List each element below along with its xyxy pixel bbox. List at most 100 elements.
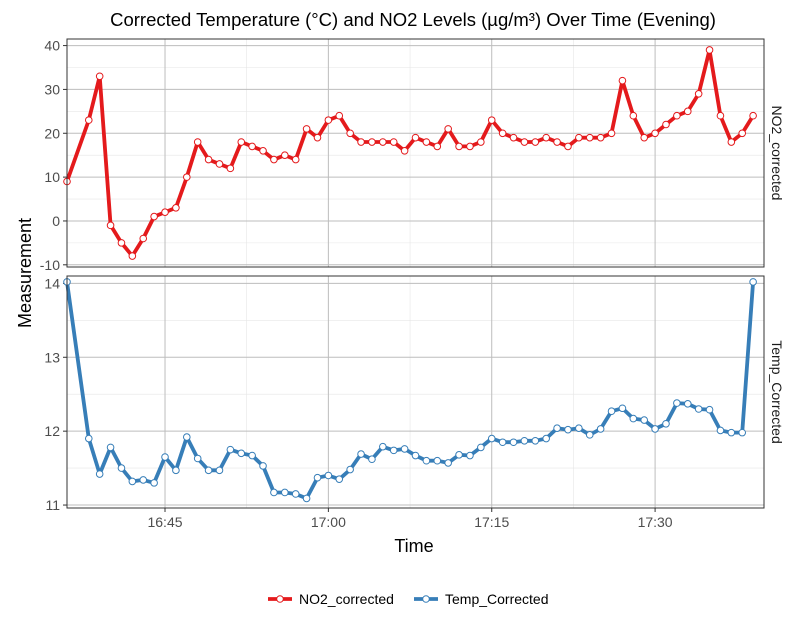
data-point <box>411 133 420 142</box>
data-point <box>346 129 354 138</box>
data-point <box>95 470 104 478</box>
panel-border <box>66 38 765 268</box>
panel-series <box>63 46 757 260</box>
y-tick-label: 12 <box>44 423 60 439</box>
data-point <box>564 425 572 434</box>
data-point <box>172 204 180 212</box>
y-tick-label: 20 <box>44 125 60 141</box>
data-point <box>640 133 649 142</box>
data-point <box>302 494 311 503</box>
data-point <box>84 116 93 124</box>
data-point <box>389 138 398 146</box>
data-point <box>498 129 507 138</box>
data-point <box>139 234 148 243</box>
data-point <box>270 488 278 497</box>
data-point <box>193 138 202 146</box>
panel-border <box>66 275 765 509</box>
y-tick-label: 13 <box>44 349 60 365</box>
data-point <box>596 425 605 433</box>
data-point <box>324 116 333 124</box>
data-point <box>716 426 725 435</box>
data-point <box>607 129 616 138</box>
data-point <box>422 456 431 465</box>
data-point <box>357 138 365 146</box>
data-point <box>248 142 256 151</box>
data-point <box>553 138 561 146</box>
panel-temp-corrected: 11 12 13 14 Temp_Corrected <box>44 275 785 513</box>
data-point <box>128 477 137 486</box>
y-axis-title: Measurement <box>15 218 35 328</box>
data-point <box>509 133 518 142</box>
x-tick-label: 17:00 <box>311 514 346 530</box>
data-point <box>106 221 115 230</box>
data-point <box>237 138 246 146</box>
data-point <box>466 451 474 460</box>
data-point <box>226 445 235 454</box>
x-axis-title: Time <box>394 536 433 556</box>
y-tick-label: 40 <box>44 38 60 54</box>
data-point <box>673 399 681 407</box>
data-point <box>683 400 692 408</box>
data-point <box>531 138 540 146</box>
data-point <box>204 466 213 475</box>
data-point <box>487 116 496 124</box>
data-point <box>629 414 638 423</box>
data-point <box>313 133 322 142</box>
data-point <box>259 462 267 470</box>
x-tick-label: 17:30 <box>638 514 673 530</box>
data-point <box>281 151 289 159</box>
data-point <box>237 449 246 458</box>
legend-key-point <box>276 595 284 603</box>
data-point <box>618 76 627 85</box>
data-point <box>444 125 452 133</box>
data-point <box>749 111 757 120</box>
data-point <box>291 155 300 164</box>
data-point <box>553 424 561 433</box>
data-point <box>291 490 300 498</box>
y-tick-label: 14 <box>44 275 60 291</box>
data-point <box>106 443 115 452</box>
x-tick-label: 17:15 <box>474 514 509 530</box>
data-point <box>161 208 169 216</box>
data-point <box>389 446 398 455</box>
data-point <box>520 138 529 146</box>
data-point <box>422 138 431 146</box>
y-tick-label: -10 <box>40 257 60 273</box>
data-point <box>379 138 387 146</box>
data-point <box>139 476 148 484</box>
data-point <box>575 133 583 142</box>
data-point <box>182 173 191 181</box>
panel-y-ticks: -10 0 10 20 30 40 <box>40 38 67 273</box>
data-point <box>302 125 311 133</box>
data-point <box>335 111 344 120</box>
data-point <box>477 443 485 452</box>
legend-label: NO2_corrected <box>299 591 394 607</box>
data-point <box>487 434 496 443</box>
data-point <box>411 451 420 460</box>
data-point <box>444 459 452 467</box>
data-point <box>455 451 463 459</box>
data-point <box>520 436 529 445</box>
data-point <box>281 488 289 497</box>
data-point <box>575 424 583 433</box>
data-point <box>368 138 376 146</box>
data-point <box>172 466 180 475</box>
data-point <box>368 455 376 464</box>
panel-background <box>67 39 764 267</box>
y-tick-label: 11 <box>45 497 60 513</box>
panel-y-ticks: 11 12 13 14 <box>44 275 67 513</box>
strip-label-no2-corrected: NO2_corrected <box>769 106 785 201</box>
data-point <box>150 479 158 487</box>
data-point <box>182 433 191 441</box>
data-point <box>204 155 213 164</box>
data-point <box>324 471 333 480</box>
data-point <box>564 142 572 151</box>
data-point <box>705 405 714 414</box>
strip-label-temp-corrected: Temp_Corrected <box>769 340 785 444</box>
panel-series <box>63 278 757 503</box>
data-point <box>509 438 518 447</box>
data-point <box>346 465 354 474</box>
data-point <box>215 466 224 475</box>
data-point <box>117 464 126 472</box>
